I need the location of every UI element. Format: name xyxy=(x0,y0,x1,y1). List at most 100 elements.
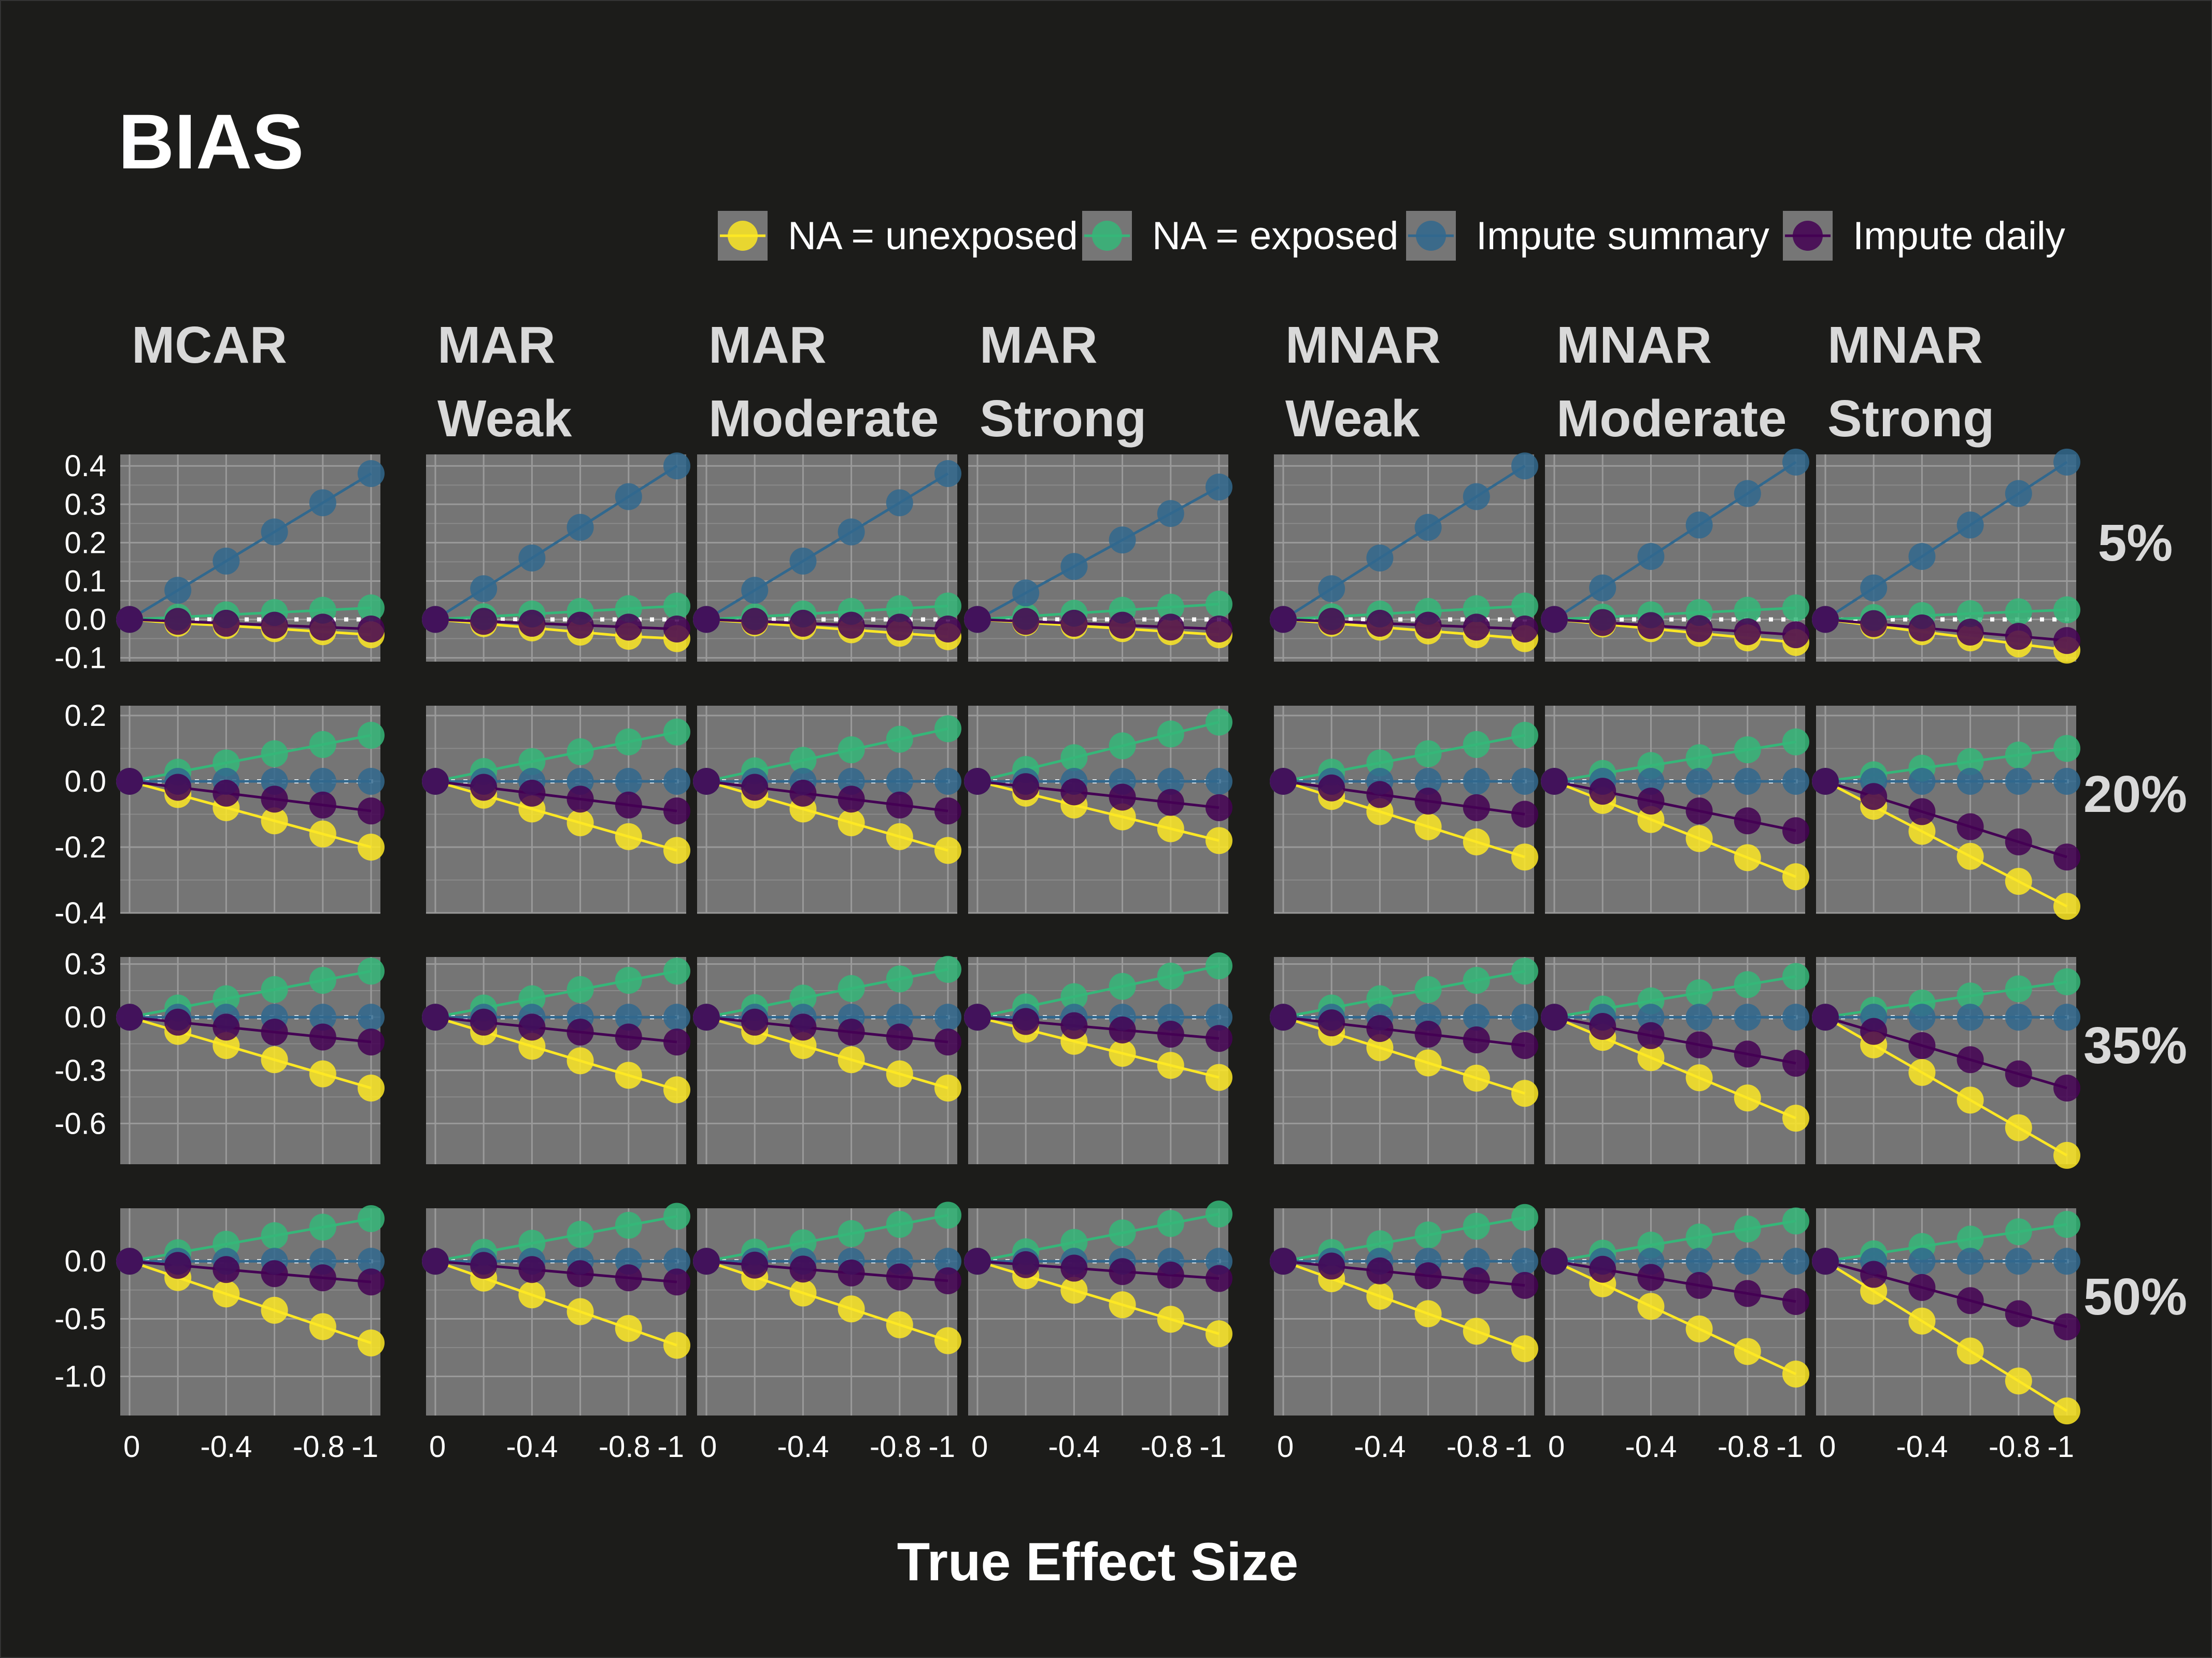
data-point-s2 xyxy=(1685,768,1713,795)
row-label-3: 50% xyxy=(2083,1268,2187,1326)
data-point-s3 xyxy=(1318,1009,1345,1037)
data-point-s3 xyxy=(1109,783,1136,811)
data-point-s3 xyxy=(164,774,192,801)
data-point-s2 xyxy=(1956,768,1984,795)
data-point-s2 xyxy=(663,452,690,480)
data-point-s3 xyxy=(1589,609,1617,636)
data-point-s2 xyxy=(2053,1004,2080,1031)
panel-r1-c3 xyxy=(964,706,1232,914)
data-point-s3 xyxy=(1109,611,1136,639)
data-point-s3 xyxy=(358,616,385,643)
data-point-s3 xyxy=(1414,1262,1442,1290)
strip-label-line1-4: MNAR xyxy=(1285,316,1441,374)
data-point-s0 xyxy=(934,837,961,864)
data-point-s1 xyxy=(1511,1204,1538,1231)
data-point-s3 xyxy=(886,791,913,819)
y-tick-label: -0.2 xyxy=(54,831,106,864)
data-point-s0 xyxy=(1109,1039,1136,1067)
data-point-s3 xyxy=(934,1028,961,1056)
data-point-s2 xyxy=(741,577,769,604)
panel-r2-c1 xyxy=(422,957,690,1164)
data-point-s3 xyxy=(422,768,449,795)
data-point-s0 xyxy=(615,823,642,850)
data-point-s3 xyxy=(212,1256,240,1283)
data-point-s2 xyxy=(2053,1248,2080,1275)
data-point-s2 xyxy=(212,547,240,575)
data-point-s3 xyxy=(1589,1013,1617,1040)
x-tick-label: -0.4 xyxy=(777,1430,829,1464)
data-point-s2 xyxy=(2053,768,2080,795)
data-point-s3 xyxy=(1956,618,1984,646)
data-point-s2 xyxy=(1157,768,1184,795)
data-point-s2 xyxy=(663,1004,690,1031)
data-point-s0 xyxy=(358,834,385,861)
panel-background xyxy=(968,1208,1228,1416)
y-tick-label: -0.1 xyxy=(54,641,106,675)
data-point-s0 xyxy=(886,1311,913,1338)
data-point-s2 xyxy=(615,483,642,510)
data-point-s2 xyxy=(1637,768,1665,795)
data-point-s1 xyxy=(1463,1212,1490,1240)
data-point-s1 xyxy=(2005,598,2032,625)
x-axis-label: True Effect Size xyxy=(897,1532,1298,1592)
data-point-s3 xyxy=(1589,1255,1617,1283)
data-point-s2 xyxy=(1414,768,1442,795)
data-point-s3 xyxy=(566,1018,594,1046)
data-point-s0 xyxy=(1366,1282,1394,1310)
data-point-s3 xyxy=(309,1023,336,1051)
data-point-s3 xyxy=(886,1023,913,1051)
data-point-s3 xyxy=(1511,1271,1538,1299)
data-point-s0 xyxy=(518,1281,546,1309)
data-point-s0 xyxy=(358,1074,385,1102)
data-point-s3 xyxy=(2053,1313,2080,1340)
data-point-s0 xyxy=(1060,1277,1088,1304)
x-tick-label: 0 xyxy=(1548,1430,1565,1464)
data-point-s3 xyxy=(1463,794,1490,821)
data-point-s2 xyxy=(663,768,690,795)
data-point-s3 xyxy=(1812,1004,1839,1031)
data-point-s3 xyxy=(838,785,865,813)
panel-r0-c6 xyxy=(1812,448,2080,664)
data-point-s2 xyxy=(1908,1248,1936,1275)
data-point-s3 xyxy=(1414,788,1442,815)
data-point-s0 xyxy=(1157,815,1184,842)
data-point-s1 xyxy=(1414,740,1442,767)
data-point-s3 xyxy=(1541,1248,1568,1275)
data-point-s1 xyxy=(886,1211,913,1238)
data-point-s3 xyxy=(1860,783,1888,810)
data-point-s3 xyxy=(1012,608,1040,635)
data-point-s0 xyxy=(1463,1318,1490,1345)
data-point-s2 xyxy=(1637,1004,1665,1031)
data-point-s1 xyxy=(566,738,594,765)
strip-label-line1-2: MAR xyxy=(708,316,827,374)
data-point-s3 xyxy=(1812,606,1839,633)
data-point-s3 xyxy=(1157,1261,1184,1289)
column-strips: MCAR MAR Weak MAR Moderate MAR Strong MNAR Weak M… xyxy=(120,311,2076,450)
data-point-s3 xyxy=(663,1268,690,1296)
panel-r1-c2 xyxy=(693,706,961,914)
data-point-s0 xyxy=(1685,1315,1713,1342)
panel-background xyxy=(1816,454,2076,662)
legend-item-0: NA = unexposed xyxy=(718,211,1078,261)
data-point-s3 xyxy=(693,1248,720,1275)
row-labels: 5% 20% 35% 50% xyxy=(2083,514,2187,1326)
data-point-s3 xyxy=(1685,615,1713,642)
data-point-s3 xyxy=(838,1018,865,1046)
data-point-s3 xyxy=(1511,801,1538,828)
data-point-s1 xyxy=(518,985,546,1012)
y-tick-label: 0.1 xyxy=(64,564,106,598)
strip-label-line1-1: MAR xyxy=(437,316,556,374)
data-point-s2 xyxy=(1734,480,1761,507)
row-label-1: 20% xyxy=(2083,765,2187,823)
data-point-s3 xyxy=(212,609,240,637)
strip-background-6 xyxy=(1816,311,2076,450)
strip-label-line2-4: Weak xyxy=(1285,390,1420,448)
x-tick-label: -1 xyxy=(2047,1430,2074,1464)
data-point-s1 xyxy=(2053,596,2080,623)
panel-background xyxy=(120,706,380,913)
data-point-s0 xyxy=(1414,813,1442,840)
data-point-s2 xyxy=(1782,1004,1809,1031)
strip-label-line2-1: Weak xyxy=(437,390,572,448)
data-point-s0 xyxy=(212,1032,240,1059)
data-point-s0 xyxy=(566,1047,594,1075)
